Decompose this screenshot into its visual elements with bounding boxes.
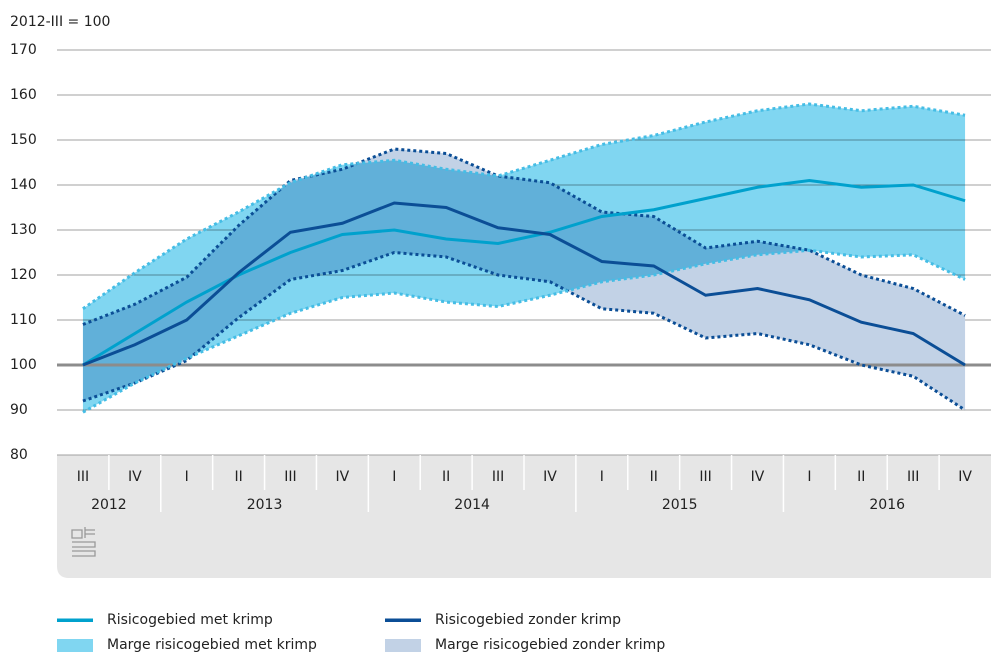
band: [82, 104, 966, 413]
legend-swatch: [385, 618, 421, 622]
x-tick-label: II: [442, 469, 450, 485]
y-tick-label: 120: [10, 267, 37, 283]
legend-swatch: [57, 639, 93, 652]
group-label: 2016: [869, 497, 905, 513]
legend-swatch: [385, 639, 421, 652]
x-tick-label: IV: [751, 469, 765, 485]
group-label: 2014: [454, 497, 490, 513]
band-edge: [82, 102, 966, 310]
x-tick-label: II: [650, 469, 658, 485]
y-axis-label: 2012-III = 100: [10, 14, 110, 30]
x-tick-label: I: [392, 469, 396, 485]
x-tick-label: III: [284, 469, 296, 485]
axis-panel: [57, 455, 991, 578]
group-label: 2012: [91, 497, 127, 513]
series-line: [82, 201, 966, 367]
y-tick-label: 90: [10, 402, 28, 418]
band-edge: [82, 147, 966, 326]
x-tick-label: IV: [543, 469, 557, 485]
x-tick-label: I: [600, 469, 604, 485]
x-tick-label: III: [699, 469, 711, 485]
y-tick-label: 100: [10, 357, 37, 373]
legend-label: Marge risicogebied met krimp: [107, 637, 317, 653]
x-tick-label: II: [857, 469, 865, 485]
y-tick-label: 140: [10, 177, 37, 193]
y-tick-label: 160: [10, 87, 37, 103]
x-tick-label: III: [77, 469, 89, 485]
y-tick-label: 110: [10, 312, 37, 328]
x-tick-label: I: [807, 469, 811, 485]
legend-label: Risicogebied zonder krimp: [435, 612, 621, 628]
x-tick-label: IV: [336, 469, 350, 485]
legend-label: Marge risicogebied zonder krimp: [435, 637, 665, 653]
group-label: 2015: [662, 497, 698, 513]
y-tick-label: 130: [10, 222, 37, 238]
x-tick-label: III: [907, 469, 919, 485]
y-tick-label: 80: [10, 447, 28, 463]
group-label: 2013: [247, 497, 283, 513]
y-tick-label: 170: [10, 42, 37, 58]
x-tick-label: III: [492, 469, 504, 485]
legend-label: Risicogebied met krimp: [107, 612, 273, 628]
band-edge: [82, 250, 966, 412]
x-tick-label: IV: [958, 469, 972, 485]
legend-swatch: [57, 618, 93, 622]
x-tick-label: IV: [128, 469, 142, 485]
y-tick-label: 150: [10, 132, 37, 148]
x-tick-label: II: [234, 469, 242, 485]
band-edge: [82, 248, 966, 414]
x-tick-label: I: [185, 469, 189, 485]
logo: [71, 527, 96, 557]
